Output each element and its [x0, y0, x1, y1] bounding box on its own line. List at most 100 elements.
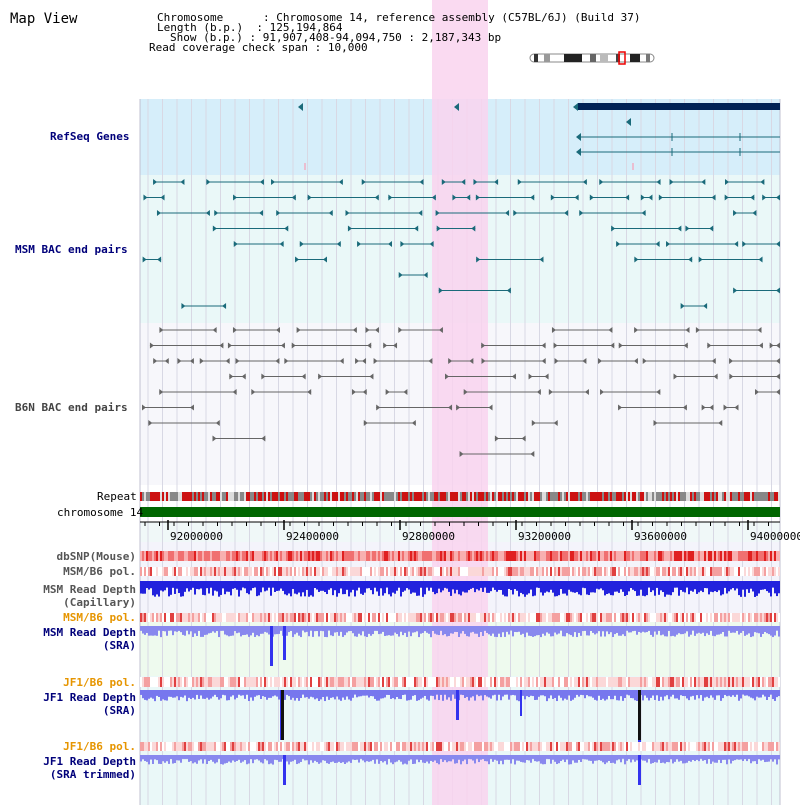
msm-b6-pol-bar	[462, 567, 464, 576]
b6n-bac-pair-end	[428, 358, 433, 364]
msm-b6-pol-2-bar	[594, 613, 596, 622]
jf1-b6-pol-bar	[470, 677, 472, 687]
msm-depth-sra-bar	[530, 626, 532, 637]
msm-depth-cap-bar	[168, 581, 170, 597]
msm-depth-sra-bar	[590, 626, 592, 631]
b6n-bac-pair-end	[618, 404, 623, 411]
repeat-bar	[624, 492, 626, 501]
msm-b6-pol-bar	[572, 567, 574, 576]
msm-depth-sra-bar	[624, 626, 626, 637]
repeat-bar	[466, 492, 468, 501]
jf1-depth-trim-bar	[222, 755, 224, 765]
jf1-depth-trim-bar	[172, 755, 174, 764]
repeat-bar	[702, 492, 704, 501]
msm-depth-sra-bar	[612, 626, 614, 637]
jf1-b6-pol-bar	[740, 677, 742, 687]
jf1-depth-sra-bar	[642, 690, 644, 701]
msm-bac-pair-end	[336, 241, 341, 247]
msm-depth-cap-bar	[194, 581, 196, 595]
msm-bac-pair-end	[345, 210, 350, 216]
msm-depth-cap-bar	[354, 581, 356, 597]
msm-depth-cap-bar	[382, 581, 384, 596]
jf1-depth-trim-bar	[512, 755, 514, 760]
msm-depth-sra-bar	[396, 626, 398, 635]
jf1-depth-sra-bar	[568, 690, 570, 696]
dbsnp-bar	[644, 551, 646, 561]
msm-b6-pol-bar	[594, 567, 596, 576]
jf1-b6-pol-2-bar	[196, 742, 198, 751]
msm-b6-pol-bar	[666, 567, 668, 576]
jf1-b6-pol-2-bar	[312, 742, 314, 751]
msm-b6-pol-2-bar	[674, 613, 676, 622]
jf1-b6-pol-2-bar	[506, 742, 508, 751]
jf1-depth-sra-bar	[580, 690, 582, 695]
jf1-b6-pol-2-bar	[576, 742, 578, 751]
msm-depth-cap-bar	[736, 581, 738, 589]
msm-b6-pol-bar	[624, 567, 626, 576]
repeat-bar	[212, 492, 214, 501]
jf1-depth-sra-bar	[758, 690, 760, 698]
msm-b6-pol-bar	[432, 567, 434, 576]
msm-depth-sra-bar	[264, 626, 266, 632]
msm-b6-pol-bar	[268, 567, 270, 576]
jf1-b6-pol-bar	[204, 677, 206, 687]
msm-b6-pol-2-bar	[458, 613, 460, 622]
msm-b6-pol-bar	[522, 567, 524, 576]
jf1-b6-pol-2-bar	[294, 742, 296, 751]
msm-bac-pair-end	[539, 256, 544, 263]
msm-b6-pol-bar	[506, 567, 508, 576]
jf1-depth-sra-bar	[536, 690, 538, 700]
jf1-depth-sra-bar	[264, 690, 266, 697]
msm-b6-pol-2-bar	[726, 613, 728, 622]
jf1-depth-trim-bar	[386, 755, 388, 765]
msm-b6-pol-bar	[688, 567, 690, 576]
dbsnp-bar	[308, 551, 310, 561]
repeat-bar	[674, 492, 676, 501]
jf1-b6-pol-bar	[348, 677, 350, 687]
msm-b6-pol-bar	[722, 567, 724, 576]
b6n-bac-pair-end	[352, 327, 357, 333]
jf1-b6-pol-bar	[402, 677, 404, 687]
repeat-bar	[770, 492, 772, 501]
jf1-depth-trim-bar	[370, 755, 372, 762]
repeat-bar	[678, 492, 680, 501]
msm-b6-pol-bar	[168, 567, 170, 576]
repeat-bar	[762, 492, 764, 501]
msm-b6-pol-2-bar	[330, 613, 332, 622]
dbsnp-bar	[530, 551, 532, 561]
jf1-b6-pol-bar	[164, 677, 166, 687]
msm-depth-sra-bar	[518, 626, 520, 632]
dbsnp-bar	[592, 551, 594, 561]
jf1-b6-pol-2-bar	[456, 742, 458, 751]
msm-depth-cap-bar	[626, 581, 628, 595]
msm-b6-pol-2-bar	[282, 613, 284, 622]
jf1-b6-pol-2-bar	[306, 742, 308, 751]
jf1-depth-trim-bar	[750, 755, 752, 764]
jf1-depth-trim-bar	[662, 755, 664, 763]
msm-depth-cap-bar	[402, 581, 404, 592]
jf1-b6-pol-bar	[238, 677, 240, 687]
msm-depth-sra-bar	[708, 626, 710, 635]
repeat-bar	[394, 492, 396, 501]
jf1-b6-pol-bar	[496, 677, 498, 687]
jf1-depth-trim-bar	[268, 755, 270, 765]
msm-b6-pol-2-bar	[292, 613, 294, 622]
jf1-b6-pol-2-bar	[450, 742, 452, 751]
b6n-bac-pair-end	[776, 373, 780, 380]
msm-depth-sra-bar	[592, 626, 594, 633]
repeat-bar	[522, 492, 524, 501]
b6n-bac-pair-end	[369, 373, 374, 380]
msm-depth-sra-bar	[538, 626, 540, 636]
msm-depth-cap-bar	[592, 581, 594, 593]
jf1-depth-sra-bar	[664, 690, 666, 697]
gene-arrow	[573, 103, 578, 111]
dbsnp-bar	[238, 551, 240, 561]
msm-b6-pol-2-bar	[498, 613, 500, 622]
jf1-b6-pol-bar	[558, 677, 560, 687]
msm-depth-sra-bar	[202, 626, 204, 637]
msm-b6-pol-2-bar	[296, 613, 298, 622]
jf1-depth-trim-bar	[644, 755, 646, 761]
msm-depth-cap-bar	[740, 581, 742, 597]
msm-b6-pol-2-bar	[150, 613, 152, 622]
